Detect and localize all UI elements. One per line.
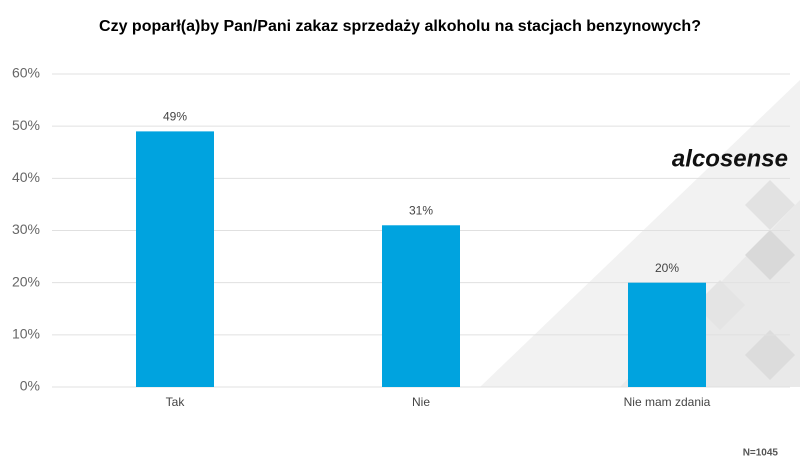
x-tick-label: Nie mam zdania [624, 395, 711, 409]
y-tick-label: 60% [12, 65, 40, 81]
y-tick-label: 30% [12, 221, 40, 237]
y-tick-label: 20% [12, 273, 40, 289]
bar [628, 282, 706, 387]
bar [382, 225, 460, 387]
bar [136, 131, 214, 387]
value-label: 49% [163, 110, 187, 124]
annotation: N=1045 [743, 448, 779, 459]
x-tick-label: Tak [166, 395, 186, 409]
y-tick-label: 0% [20, 378, 40, 394]
logo: alcosense [672, 145, 788, 172]
y-tick-label: 10% [12, 326, 40, 342]
x-tick-label: Nie [412, 395, 430, 409]
value-label: 20% [655, 261, 679, 275]
chart-title: Czy poparł(a)by Pan/Pani zakaz sprzedaży… [99, 18, 701, 35]
y-tick-label: 50% [12, 117, 40, 133]
y-tick-label: 40% [12, 169, 40, 185]
value-label: 31% [409, 203, 433, 217]
